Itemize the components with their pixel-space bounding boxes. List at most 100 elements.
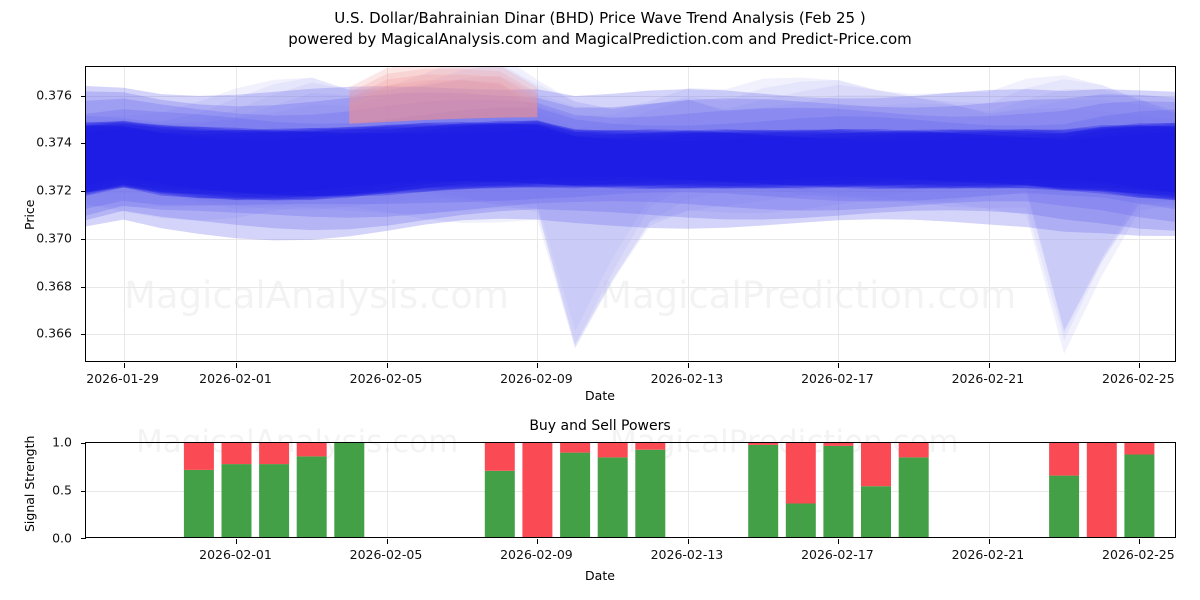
x-tick-mark [838,363,840,368]
wave-band-outer [86,75,1175,349]
buy-power-bar[interactable] [183,469,214,537]
buy-sell-clip [86,443,1175,537]
sell-power-bar[interactable] [1124,443,1155,455]
x-tick-mark [1139,539,1141,544]
sell-power-bar[interactable] [597,443,628,458]
sell-power-bar[interactable] [748,443,779,445]
y-tick-label: 0.0 [52,530,72,546]
buy-power-bar[interactable] [1049,475,1080,537]
buy-sell-title: Buy and Sell Powers [529,418,671,434]
x-tick-label: 2026-02-21 [951,371,1025,386]
x-tick-mark [236,539,238,544]
x-tick-mark [838,539,840,544]
buy-power-bar[interactable] [748,444,779,537]
wave-band-core [86,120,1175,195]
gridline-horizontal [86,491,1175,492]
sell-power-bar[interactable] [183,443,214,470]
y-tick-mark [81,286,86,288]
buy-power-bar[interactable] [334,443,365,537]
buy-power-bar[interactable] [296,456,327,537]
sell-power-bar[interactable] [785,443,816,504]
y-tick-mark [81,95,86,97]
x-tick-mark [537,539,539,544]
y-tick-label: 0.366 [36,325,72,341]
sell-power-bar[interactable] [296,443,327,457]
sell-power-bar[interactable] [1049,443,1080,476]
page-title: U.S. Dollar/Bahrainian Dinar (BHD) Price… [334,9,866,27]
x-tick-mark [537,363,539,368]
buy-power-bar[interactable] [221,464,252,537]
gridline-horizontal [86,286,1175,288]
x-tick-label: 2026-02-25 [1102,371,1175,386]
gridline-horizontal [86,143,1175,145]
x-tick-label: 2026-02-09 [500,547,573,562]
buy-power-bar[interactable] [259,464,290,537]
gridline-vertical [988,443,990,537]
sell-power-bar[interactable] [560,443,591,453]
sell-power-bar[interactable] [861,443,891,487]
x-tick-mark [386,363,388,368]
buy-power-bar[interactable] [484,470,515,537]
buy-power-bar[interactable] [635,449,666,537]
y-tick-mark [81,538,86,539]
wave-band-core [86,124,1175,201]
buy-power-bar[interactable] [785,503,816,538]
x-tick-label: 2026-02-17 [801,547,874,562]
y-tick-label: 0.374 [36,134,72,150]
wave-band-outer [86,67,1175,346]
buy-power-bar[interactable] [1124,454,1155,538]
buy-power-bar[interactable] [898,457,929,537]
gridline-vertical [123,67,125,361]
gridline-vertical [988,67,990,361]
y-tick-label: 1.0 [52,434,72,450]
price-axis-title: Price [22,199,37,231]
wave-band-core [86,122,1175,197]
wave-band-mid [86,86,1175,241]
date-axis-title-main: Date [585,388,615,403]
sell-power-bar[interactable] [1086,443,1117,537]
buy-sell-bars [183,443,1155,538]
y-tick-label: 0.370 [36,230,72,246]
x-tick-mark [988,539,990,544]
x-tick-label: 2026-02-05 [349,371,423,386]
sell-power-bar[interactable] [259,443,290,465]
buy-power-bar[interactable] [861,486,891,537]
gridline-horizontal [86,238,1175,240]
y-tick-mark [81,443,86,444]
sell-power-bar[interactable] [484,443,515,471]
price-wave-clip [86,67,1175,361]
gridline-vertical [1139,67,1141,361]
wave-band-core [86,120,1175,193]
sell-power-bar[interactable] [635,443,666,450]
sell-power-bar[interactable] [221,443,252,465]
gridline-horizontal [86,191,1175,193]
x-tick-label: 2026-01-29 [86,371,159,386]
signal-strength-axis-title: Signal Strength [22,435,37,532]
x-tick-label: 2026-02-25 [1102,547,1175,562]
x-tick-label: 2026-02-01 [199,371,272,386]
buy-power-bar[interactable] [823,445,854,537]
y-tick-mark [81,191,86,193]
gridline-vertical [537,67,539,361]
buy-power-bar[interactable] [597,457,628,537]
x-tick-mark [687,539,689,544]
wave-band-outer [86,67,1175,334]
y-tick-mark [81,491,86,492]
y-tick-label: 0.368 [36,278,72,294]
x-tick-label: 2026-02-17 [801,371,874,386]
gridline-horizontal [86,95,1175,97]
gridline-vertical [687,443,689,537]
sell-power-bar[interactable] [522,443,553,537]
y-tick-label: 0.376 [36,87,72,103]
x-tick-mark [1139,363,1141,368]
sell-power-bar[interactable] [898,443,929,458]
y-tick-label: 0.5 [52,482,72,498]
x-tick-mark [123,363,125,368]
price-wave-plot-area [81,66,1176,368]
x-tick-mark [386,539,388,544]
buy-power-bar[interactable] [560,452,591,537]
sell-power-bar[interactable] [823,443,854,446]
wave-band-outer [86,79,1175,354]
x-tick-label: 2026-02-13 [650,547,724,562]
